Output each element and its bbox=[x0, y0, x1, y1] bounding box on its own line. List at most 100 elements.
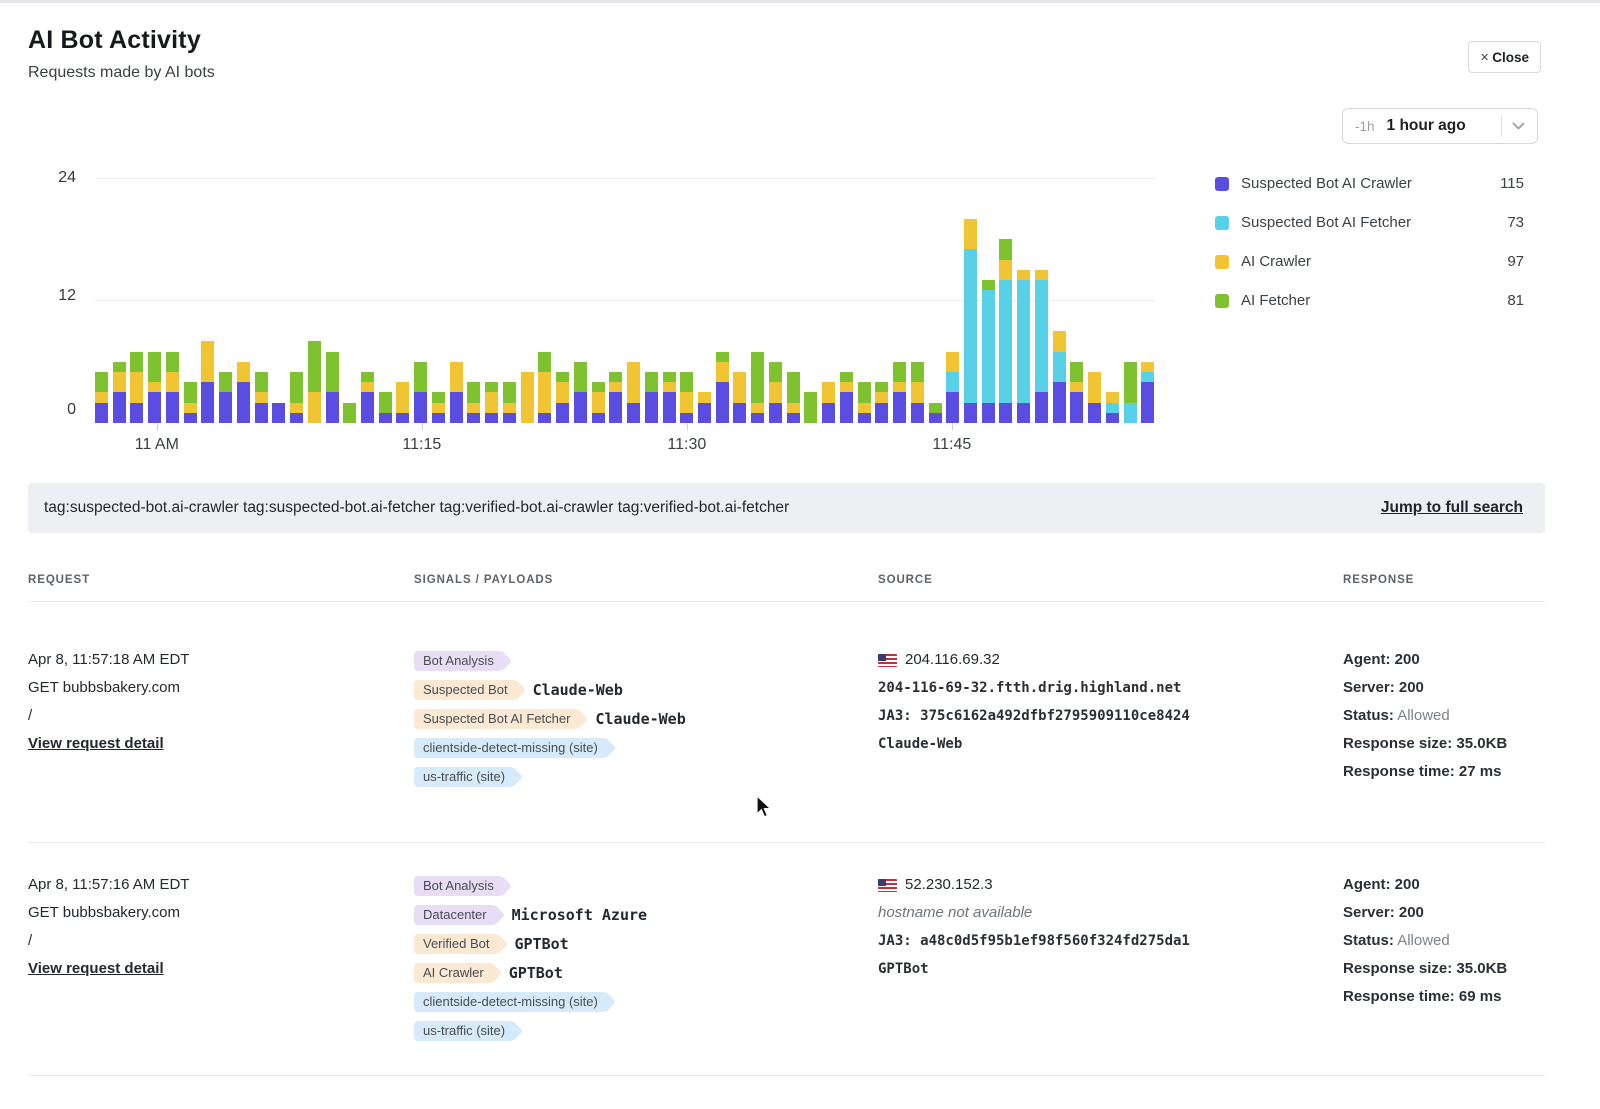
legend-item-suspected-bot-ai-crawler[interactable]: Suspected Bot AI Crawler 115 bbox=[1215, 172, 1524, 195]
signal-badge-bot-analysis[interactable]: Bot Analysis bbox=[414, 875, 503, 896]
signal-badge-suspected-bot[interactable]: Suspected Bot bbox=[414, 679, 517, 700]
chart-bar[interactable] bbox=[804, 392, 818, 423]
bar-segment-ai-crawler bbox=[715, 361, 729, 383]
chart-bar[interactable] bbox=[112, 361, 126, 423]
chart-bar[interactable] bbox=[520, 371, 534, 423]
chart-bar[interactable] bbox=[875, 382, 889, 423]
chart-bar[interactable] bbox=[1034, 269, 1048, 423]
chart-bar[interactable] bbox=[857, 382, 871, 423]
chart-bar[interactable] bbox=[1141, 361, 1155, 423]
chart-bar[interactable] bbox=[361, 371, 375, 423]
chart-bar[interactable] bbox=[502, 382, 516, 423]
chart-bar[interactable] bbox=[343, 402, 357, 423]
chart-bar[interactable] bbox=[1017, 269, 1031, 423]
legend-item-suspected-bot-ai-fetcher[interactable]: Suspected Bot AI Fetcher 73 bbox=[1215, 211, 1524, 234]
chart-bar[interactable] bbox=[272, 402, 286, 423]
chart-bar[interactable] bbox=[290, 371, 304, 423]
chart-bar[interactable] bbox=[910, 361, 924, 423]
chart-bar[interactable] bbox=[396, 382, 410, 423]
chart-bar[interactable] bbox=[839, 371, 853, 423]
bar-segment-ai-fetcher bbox=[680, 371, 694, 393]
view-request-detail-link[interactable]: View request detail bbox=[28, 730, 398, 758]
chart-bar[interactable] bbox=[414, 361, 428, 423]
chart-bar[interactable] bbox=[1123, 361, 1137, 423]
bar-segment-ai-crawler bbox=[467, 402, 481, 413]
chart-bar[interactable] bbox=[148, 351, 162, 423]
bar-segment-ai-fetcher bbox=[839, 371, 853, 383]
chart-bar[interactable] bbox=[254, 371, 268, 423]
filter-query-text: tag:suspected-bot.ai-crawler tag:suspect… bbox=[44, 499, 790, 516]
chart-bar[interactable] bbox=[378, 392, 392, 423]
chart-bar[interactable] bbox=[219, 371, 233, 423]
chart-bar[interactable] bbox=[449, 361, 463, 423]
signal-badge-us-traffic-site[interactable]: us-traffic (site) bbox=[414, 766, 515, 787]
chart-bar[interactable] bbox=[130, 351, 144, 423]
view-request-detail-link[interactable]: View request detail bbox=[28, 955, 398, 983]
chart-bar[interactable] bbox=[1105, 392, 1119, 423]
chart-bar[interactable] bbox=[662, 371, 676, 423]
chart-bar[interactable] bbox=[538, 351, 552, 423]
bar-segment-ai-crawler bbox=[1088, 371, 1102, 403]
chart-bar[interactable] bbox=[963, 218, 977, 423]
bar-segment-ai-fetcher bbox=[307, 341, 321, 393]
signal-badge-suspected-bot-ai-fetcher[interactable]: Suspected Bot AI Fetcher bbox=[414, 708, 580, 729]
chart-bar[interactable] bbox=[715, 351, 729, 423]
chart-bar[interactable] bbox=[768, 361, 782, 423]
bar-segment-ai-fetcher bbox=[804, 392, 818, 423]
signal-badge-bot-analysis[interactable]: Bot Analysis bbox=[414, 650, 503, 671]
signal-badge-ai-crawler[interactable]: AI Crawler bbox=[414, 962, 493, 983]
chart-bar[interactable] bbox=[893, 361, 907, 423]
bar-segment-suspected-bot-ai-crawler bbox=[786, 412, 800, 423]
chart-bar[interactable] bbox=[680, 371, 694, 423]
chart-bar[interactable] bbox=[1070, 361, 1084, 423]
signal-badge-verified-bot[interactable]: Verified Bot bbox=[414, 933, 499, 954]
chart-bar[interactable] bbox=[751, 351, 765, 423]
chart-bar[interactable] bbox=[467, 382, 481, 423]
chart-bar[interactable] bbox=[165, 351, 179, 423]
chart-bar[interactable] bbox=[95, 371, 108, 423]
chart-bar[interactable] bbox=[928, 402, 942, 423]
bar-segment-suspected-bot-ai-crawler bbox=[290, 412, 304, 423]
chart-bar[interactable] bbox=[307, 341, 321, 423]
chart-bar[interactable] bbox=[1052, 331, 1066, 423]
chart-bar[interactable] bbox=[201, 341, 215, 423]
signal-badge-datacenter[interactable]: Datacenter bbox=[414, 904, 496, 925]
close-button[interactable]: ✕ Close bbox=[1468, 41, 1541, 73]
bar-segment-ai-crawler bbox=[662, 382, 676, 393]
bar-segment-ai-fetcher bbox=[219, 371, 233, 393]
bar-segment-ai-crawler bbox=[822, 382, 836, 403]
jump-to-full-search-link[interactable]: Jump to full search bbox=[1380, 499, 1523, 516]
filter-search-bar[interactable]: tag:suspected-bot.ai-crawler tag:suspect… bbox=[28, 483, 1545, 533]
bar-segment-ai-fetcher bbox=[644, 371, 658, 393]
chart-bar[interactable] bbox=[697, 392, 711, 423]
signal-badge-us-traffic-site[interactable]: us-traffic (site) bbox=[414, 1020, 515, 1041]
view-request-detail-label[interactable]: View request detail bbox=[28, 735, 164, 752]
view-request-detail-label[interactable]: View request detail bbox=[28, 960, 164, 977]
chart-bar[interactable] bbox=[183, 382, 197, 423]
chart-bar[interactable] bbox=[999, 239, 1013, 423]
legend-value: 81 bbox=[1507, 292, 1524, 309]
chart-bar[interactable] bbox=[981, 280, 995, 423]
time-range-selector[interactable]: -1h 1 hour ago bbox=[1342, 108, 1538, 144]
chart-bar[interactable] bbox=[556, 371, 570, 423]
chart-bar[interactable] bbox=[609, 371, 623, 423]
chart-bar[interactable] bbox=[644, 371, 658, 423]
signal-badge-clientside-detect-missing-site[interactable]: clientside-detect-missing (site) bbox=[414, 737, 607, 758]
chart-bar[interactable] bbox=[591, 382, 605, 423]
chart-bar[interactable] bbox=[627, 361, 641, 423]
bar-segment-ai-crawler bbox=[591, 392, 605, 413]
chart-bar[interactable] bbox=[485, 382, 499, 423]
chart-bar[interactable] bbox=[733, 371, 747, 423]
signal-badge-clientside-detect-missing-site[interactable]: clientside-detect-missing (site) bbox=[414, 991, 607, 1012]
chart-bar[interactable] bbox=[1088, 371, 1102, 423]
chart-bar[interactable] bbox=[236, 361, 250, 423]
legend-item-ai-crawler[interactable]: AI Crawler 97 bbox=[1215, 250, 1524, 273]
chart-bar[interactable] bbox=[325, 351, 339, 423]
bar-segment-suspected-bot-ai-crawler bbox=[95, 402, 108, 423]
legend-item-ai-fetcher[interactable]: AI Fetcher 81 bbox=[1215, 289, 1524, 312]
chart-bar[interactable] bbox=[431, 392, 445, 423]
chart-bar[interactable] bbox=[786, 371, 800, 423]
chart-bar[interactable] bbox=[822, 382, 836, 423]
chart-bar[interactable] bbox=[573, 361, 587, 423]
chart-bar[interactable] bbox=[946, 351, 960, 423]
